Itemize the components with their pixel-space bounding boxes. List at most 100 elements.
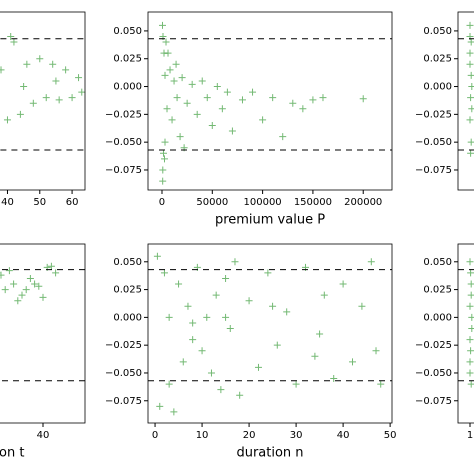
x-tick-label: 50	[384, 430, 397, 441]
axes-frame	[457, 243, 474, 424]
x-tick-label: 100000	[244, 197, 282, 208]
point	[311, 352, 319, 360]
point	[466, 336, 474, 344]
point	[189, 319, 197, 327]
point	[10, 280, 18, 288]
point	[279, 133, 287, 141]
point	[170, 408, 178, 416]
point	[466, 369, 474, 377]
point	[7, 32, 15, 40]
point	[273, 341, 281, 349]
point	[162, 38, 170, 46]
point	[176, 133, 184, 141]
point	[231, 258, 239, 266]
x-axis-label: premium value P	[215, 213, 325, 228]
x-tick-label: 40	[337, 430, 350, 441]
point	[170, 77, 178, 85]
point	[238, 96, 246, 104]
point	[0, 271, 5, 279]
x-tick-label: 40	[1, 197, 14, 208]
point	[29, 99, 37, 107]
point	[52, 269, 60, 277]
point	[309, 96, 317, 104]
x-tick-label: 10	[196, 430, 209, 441]
point	[193, 110, 201, 118]
point	[466, 60, 474, 68]
point	[339, 280, 347, 288]
point	[168, 116, 176, 124]
point	[31, 280, 39, 288]
point	[292, 380, 300, 388]
point	[468, 105, 474, 113]
y-tick-label: 0.025	[423, 285, 452, 296]
point	[35, 282, 43, 290]
point	[466, 116, 474, 124]
y-tick-label: 0.050	[113, 257, 142, 268]
point	[467, 149, 474, 157]
point	[349, 358, 357, 366]
point	[468, 313, 474, 321]
point	[203, 94, 211, 102]
point	[359, 95, 367, 103]
point	[159, 149, 167, 157]
point	[223, 88, 231, 96]
y-tick-label: −0.050	[415, 137, 452, 148]
point	[467, 291, 474, 299]
point	[226, 324, 234, 332]
point	[14, 297, 22, 305]
point	[198, 77, 206, 85]
point	[467, 94, 474, 102]
x-tick-label: 50	[33, 197, 46, 208]
y-tick-label: −0.075	[105, 165, 142, 176]
point	[164, 49, 172, 57]
axes-frame	[147, 243, 393, 424]
point	[319, 94, 327, 102]
point	[178, 74, 186, 82]
point	[212, 291, 220, 299]
point	[26, 274, 34, 282]
point	[42, 94, 50, 102]
point	[18, 291, 26, 299]
point	[222, 313, 230, 321]
point	[160, 269, 168, 277]
axes-frame	[0, 243, 86, 424]
point	[75, 74, 83, 82]
point	[22, 286, 30, 294]
y-tick-label: 0.025	[113, 285, 142, 296]
y-tick-label: −0.075	[105, 396, 142, 407]
y-tick-label: −0.050	[105, 137, 142, 148]
point	[269, 302, 277, 310]
x-tick-label: 40	[37, 430, 50, 441]
x-tick-label: 0	[152, 430, 158, 441]
point	[159, 177, 167, 185]
point	[158, 21, 166, 29]
point	[466, 21, 474, 29]
axes-frame	[457, 11, 474, 191]
point	[269, 94, 277, 102]
point	[165, 313, 173, 321]
point	[358, 302, 366, 310]
point	[372, 347, 380, 355]
point	[217, 386, 225, 394]
point	[264, 269, 272, 277]
point	[55, 96, 63, 104]
y-tick-label: −0.075	[415, 396, 452, 407]
point	[68, 94, 76, 102]
point	[467, 269, 474, 277]
y-tick-label: −0.025	[415, 340, 452, 351]
point	[254, 363, 262, 371]
y-tick-label: −0.075	[415, 165, 452, 176]
point	[1, 286, 9, 294]
point	[166, 66, 174, 74]
y-tick-label: −0.050	[105, 368, 142, 379]
point	[10, 38, 18, 46]
point	[236, 391, 244, 399]
y-tick-label: 0.000	[113, 82, 142, 93]
point	[228, 127, 236, 135]
point	[467, 38, 474, 46]
y-tick-label: 0.025	[113, 54, 142, 65]
point	[3, 116, 11, 124]
y-tick-label: 0.025	[423, 54, 452, 65]
point	[259, 116, 267, 124]
y-tick-label: 0.000	[423, 82, 452, 93]
